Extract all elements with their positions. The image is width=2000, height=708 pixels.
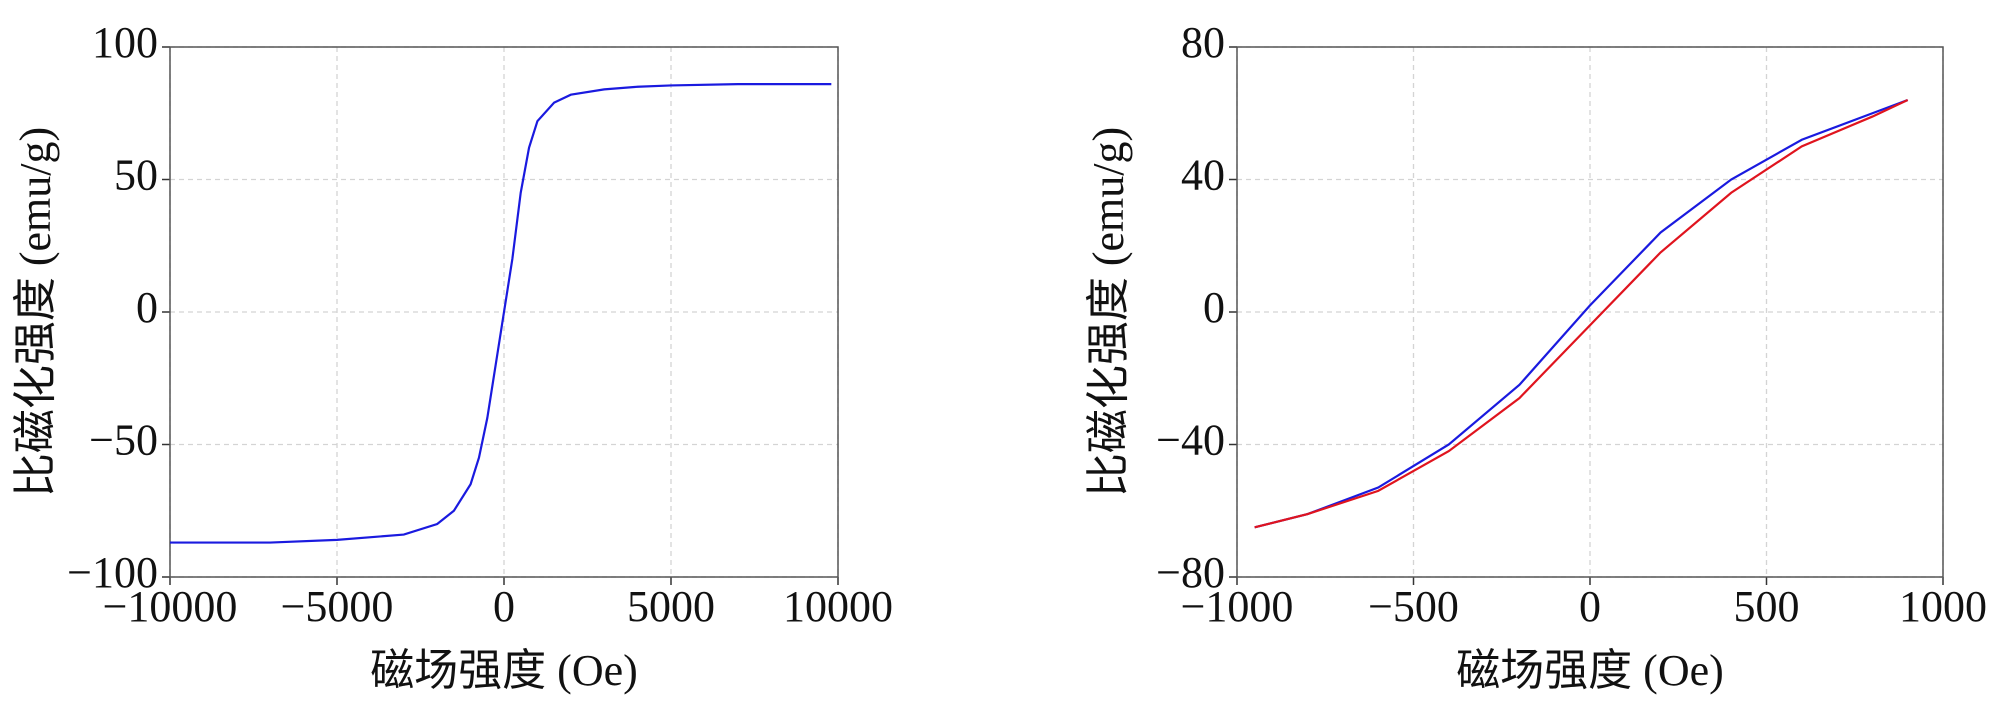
data-line xyxy=(170,83,832,544)
y-tick-label: 0 xyxy=(136,283,158,332)
y-tick-label: −100 xyxy=(67,548,158,597)
y-tick-label: 100 xyxy=(92,18,158,67)
plot-frame xyxy=(169,46,839,578)
x-tick-label: −1000 xyxy=(1181,582,1294,631)
y-axis-label: 比磁化强度 (emu/g) xyxy=(11,127,60,497)
y-tick-label: 80 xyxy=(1181,18,1225,67)
y-tick-label: 0 xyxy=(1203,283,1225,332)
x-axis-label: 磁场强度 (Oe) xyxy=(1456,646,1724,695)
y-tick-label: 50 xyxy=(114,151,158,200)
data-line xyxy=(1254,98,1909,529)
x-tick-label: −5000 xyxy=(281,582,394,631)
y-tick-label: −80 xyxy=(1156,548,1225,597)
x-axis-label: 磁场强度 (Oe) xyxy=(370,646,638,695)
y-axis-label: 比磁化强度 (emu/g) xyxy=(1084,127,1133,497)
y-tick-label: −50 xyxy=(89,416,158,465)
x-tick-label: 10000 xyxy=(783,582,893,631)
x-tick-label: −500 xyxy=(1368,582,1459,631)
x-tick-label: 5000 xyxy=(627,582,715,631)
y-tick-label: −40 xyxy=(1156,416,1225,465)
x-tick-label: −10000 xyxy=(103,582,238,631)
y-tick-label: 40 xyxy=(1181,151,1225,200)
x-tick-label: 500 xyxy=(1734,582,1800,631)
x-tick-label: 0 xyxy=(493,582,515,631)
x-tick-label: 0 xyxy=(1579,582,1601,631)
plot-frame xyxy=(1236,46,1944,578)
x-tick-label: 1000 xyxy=(1899,582,1987,631)
data-line xyxy=(1254,99,1909,529)
